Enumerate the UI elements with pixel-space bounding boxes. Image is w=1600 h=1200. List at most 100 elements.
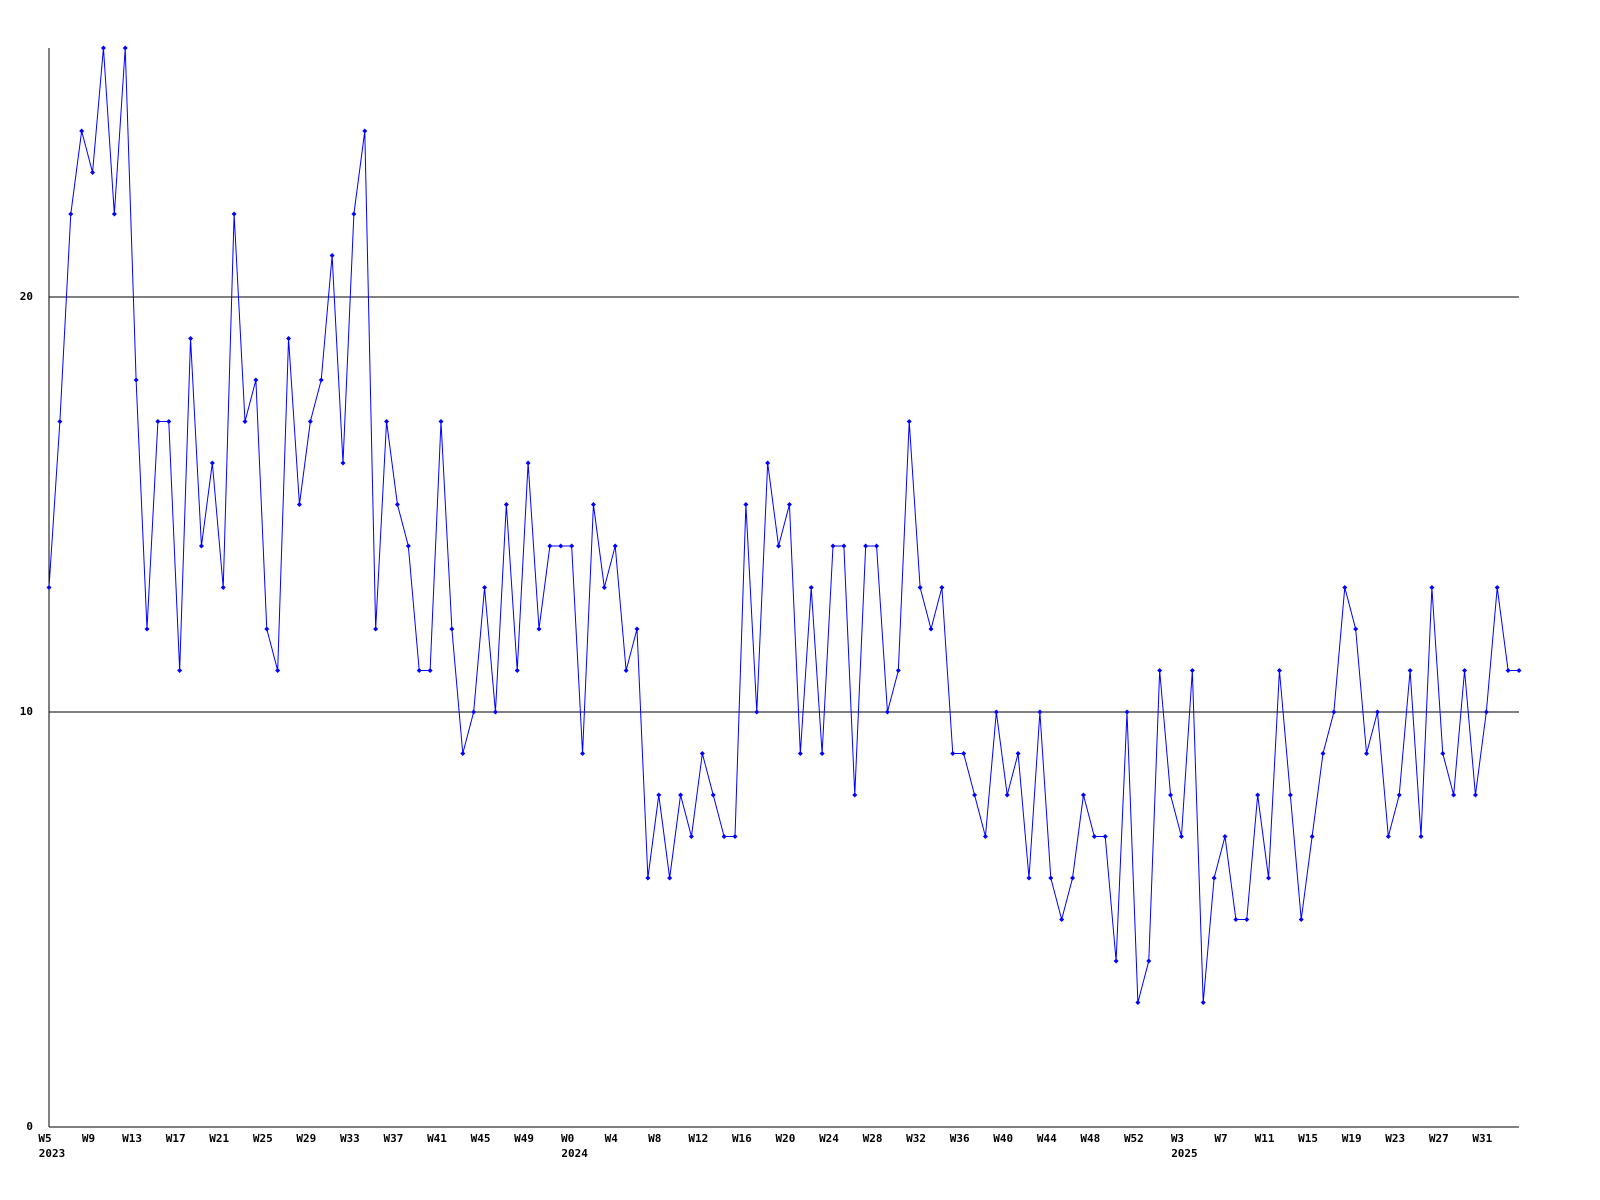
- marker: [373, 626, 379, 632]
- marker: [1385, 834, 1391, 839]
- marker: [1026, 875, 1032, 881]
- marker: [220, 585, 226, 590]
- marker: [1222, 834, 1228, 839]
- marker: [57, 419, 63, 424]
- marker: [754, 709, 760, 715]
- marker: [699, 751, 705, 756]
- marker: [580, 751, 586, 756]
- marker: [1168, 792, 1174, 798]
- marker: [1505, 668, 1511, 673]
- marker: [416, 668, 422, 673]
- x-tick-label: W31: [1472, 1132, 1492, 1145]
- marker: [482, 585, 488, 590]
- x-year-label: 2024: [561, 1147, 588, 1160]
- marker: [166, 419, 172, 424]
- marker: [384, 419, 390, 424]
- marker: [819, 751, 825, 756]
- marker: [307, 419, 313, 424]
- marker: [1353, 626, 1359, 632]
- marker: [177, 668, 183, 673]
- x-tick-label: W36: [950, 1132, 970, 1145]
- x-tick-label: W19: [1342, 1132, 1362, 1145]
- y-tick-label: 20: [20, 290, 33, 303]
- marker: [917, 585, 923, 590]
- marker: [1178, 834, 1184, 839]
- line: [48, 47, 1519, 1003]
- x-year-label: 2023: [39, 1147, 66, 1160]
- x-tick-label: W52: [1124, 1132, 1144, 1145]
- x-tick-label: W11: [1255, 1132, 1275, 1145]
- marker: [1374, 709, 1380, 715]
- marker: [1516, 668, 1522, 673]
- marker: [1298, 917, 1304, 922]
- marker: [721, 834, 727, 839]
- marker: [427, 668, 433, 673]
- marker: [340, 460, 346, 466]
- marker: [601, 585, 607, 590]
- marker: [1146, 958, 1152, 964]
- x-tick-label: W44: [1037, 1132, 1057, 1145]
- marker: [667, 875, 673, 881]
- marker: [1091, 834, 1097, 839]
- marker: [765, 460, 771, 466]
- marker: [275, 668, 281, 673]
- marker: [797, 751, 803, 756]
- x-tick-label: W13: [122, 1132, 142, 1145]
- x-tick-label: W24: [819, 1132, 839, 1145]
- marker: [1342, 585, 1348, 590]
- marker: [471, 709, 477, 715]
- marker: [188, 336, 194, 341]
- marker: [547, 543, 553, 549]
- x-tick-label: W48: [1080, 1132, 1100, 1145]
- marker: [993, 709, 999, 715]
- x-tick-label: W16: [732, 1132, 752, 1145]
- marker: [296, 502, 302, 507]
- marker: [503, 502, 509, 507]
- marker: [1157, 668, 1163, 673]
- marker: [209, 460, 215, 466]
- marker: [1472, 792, 1478, 798]
- marker: [808, 585, 814, 590]
- marker: [1483, 709, 1489, 715]
- marker: [329, 253, 335, 258]
- x-tick-label: W3: [1171, 1132, 1184, 1145]
- marker: [100, 45, 106, 51]
- x-tick-label: W4: [605, 1132, 619, 1145]
- marker: [46, 585, 52, 590]
- marker: [1418, 834, 1424, 839]
- marker: [68, 211, 74, 217]
- x-tick-label: W0: [561, 1132, 574, 1145]
- marker: [841, 543, 847, 549]
- marker: [939, 585, 945, 590]
- marker: [830, 543, 836, 549]
- marker: [1266, 875, 1272, 881]
- marker: [1440, 751, 1446, 756]
- marker: [286, 336, 292, 341]
- marker: [732, 834, 738, 839]
- marker: [198, 543, 204, 549]
- x-year-label: 2025: [1171, 1147, 1198, 1160]
- marker: [1320, 751, 1326, 756]
- x-tick-label: W28: [863, 1132, 883, 1145]
- marker: [111, 211, 117, 217]
- x-tick-label: W33: [340, 1132, 360, 1145]
- marker: [394, 502, 400, 507]
- marker: [874, 543, 880, 549]
- marker: [460, 751, 466, 756]
- x-tick-label: W9: [82, 1132, 95, 1145]
- marker: [1211, 875, 1217, 881]
- x-tick-label: W27: [1429, 1132, 1449, 1145]
- x-tick-label: W41: [427, 1132, 447, 1145]
- marker: [1004, 792, 1010, 798]
- marker: [253, 377, 259, 383]
- marker: [1331, 709, 1337, 715]
- marker: [906, 419, 912, 424]
- marker: [231, 211, 237, 217]
- marker: [449, 626, 455, 632]
- marker: [972, 792, 978, 798]
- marker: [678, 792, 684, 798]
- marker: [1255, 792, 1261, 798]
- marker: [122, 45, 128, 51]
- x-tick-label: W15: [1298, 1132, 1318, 1145]
